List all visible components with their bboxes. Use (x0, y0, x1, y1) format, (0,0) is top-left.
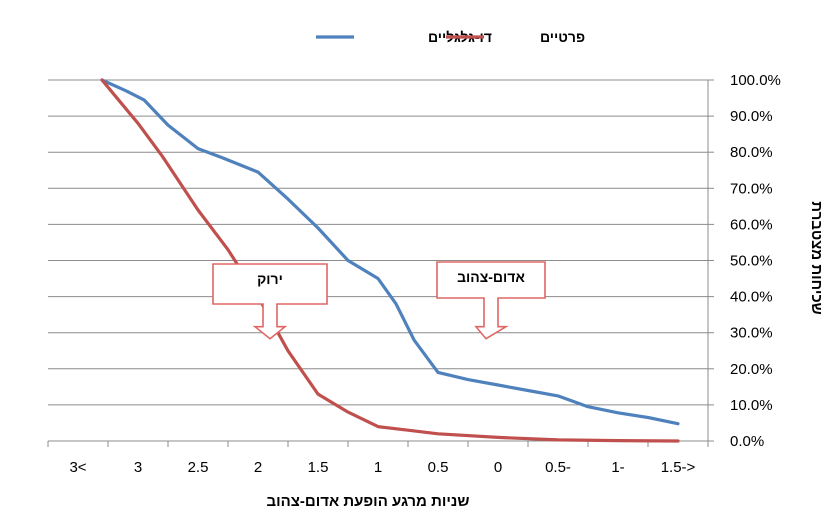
annotations: ירוק אדום-צהוב (212, 261, 546, 340)
axes: 0.0% 10.0% 20.0% 30.0% 40.0% 50.0% 60.0% 70.0% 8… (47, 72, 781, 476)
legend-label: פרטיים (540, 29, 585, 45)
x-tick-label: 1.5 (308, 459, 329, 476)
y-tick-label: 30.0% (730, 325, 773, 342)
x-tick-label: 1 (374, 459, 382, 476)
y-tick-label: 0.0% (730, 433, 764, 450)
x-tick-label: 0.5- (545, 459, 571, 476)
x-tick-label: 3< (69, 459, 86, 476)
y-tick-label: 10.0% (730, 397, 773, 414)
x-tick-label: 0.5 (428, 459, 449, 476)
callout-label: ירוק (257, 271, 283, 287)
y-tick-label: 100.0% (730, 72, 781, 89)
series-line (100, 78, 680, 443)
x-tick-label: 2 (254, 459, 262, 476)
y-tick-label: 70.0% (730, 180, 773, 197)
x-tick-label: 1- (611, 459, 624, 476)
x-tick-label: 0 (494, 459, 502, 476)
y-tick-label: 90.0% (730, 108, 773, 125)
y-tick-label: 20.0% (730, 361, 773, 378)
y-axis-title: שכיחות מצטברת (808, 201, 825, 314)
series-line (100, 78, 680, 426)
callout-label: אדום-צהוב (457, 269, 525, 285)
y-tick-label: 40.0% (730, 289, 773, 306)
series-lines (100, 78, 680, 443)
y-tick-label: 80.0% (730, 144, 773, 161)
y-tick-label: 60.0% (730, 216, 773, 233)
legend: דו-גלגליים פרטיים (316, 29, 585, 45)
grid (48, 79, 708, 406)
x-tick-label: 1.5-> (661, 459, 696, 476)
x-tick-label: 2.5 (188, 459, 209, 476)
callout-box (436, 261, 546, 340)
y-tick-label: 50.0% (730, 253, 773, 270)
callout-box (212, 263, 328, 340)
x-tick-label: 3 (134, 459, 142, 476)
x-axis-title: שניות מרגע הופעת אדום-צהוב (267, 493, 470, 510)
